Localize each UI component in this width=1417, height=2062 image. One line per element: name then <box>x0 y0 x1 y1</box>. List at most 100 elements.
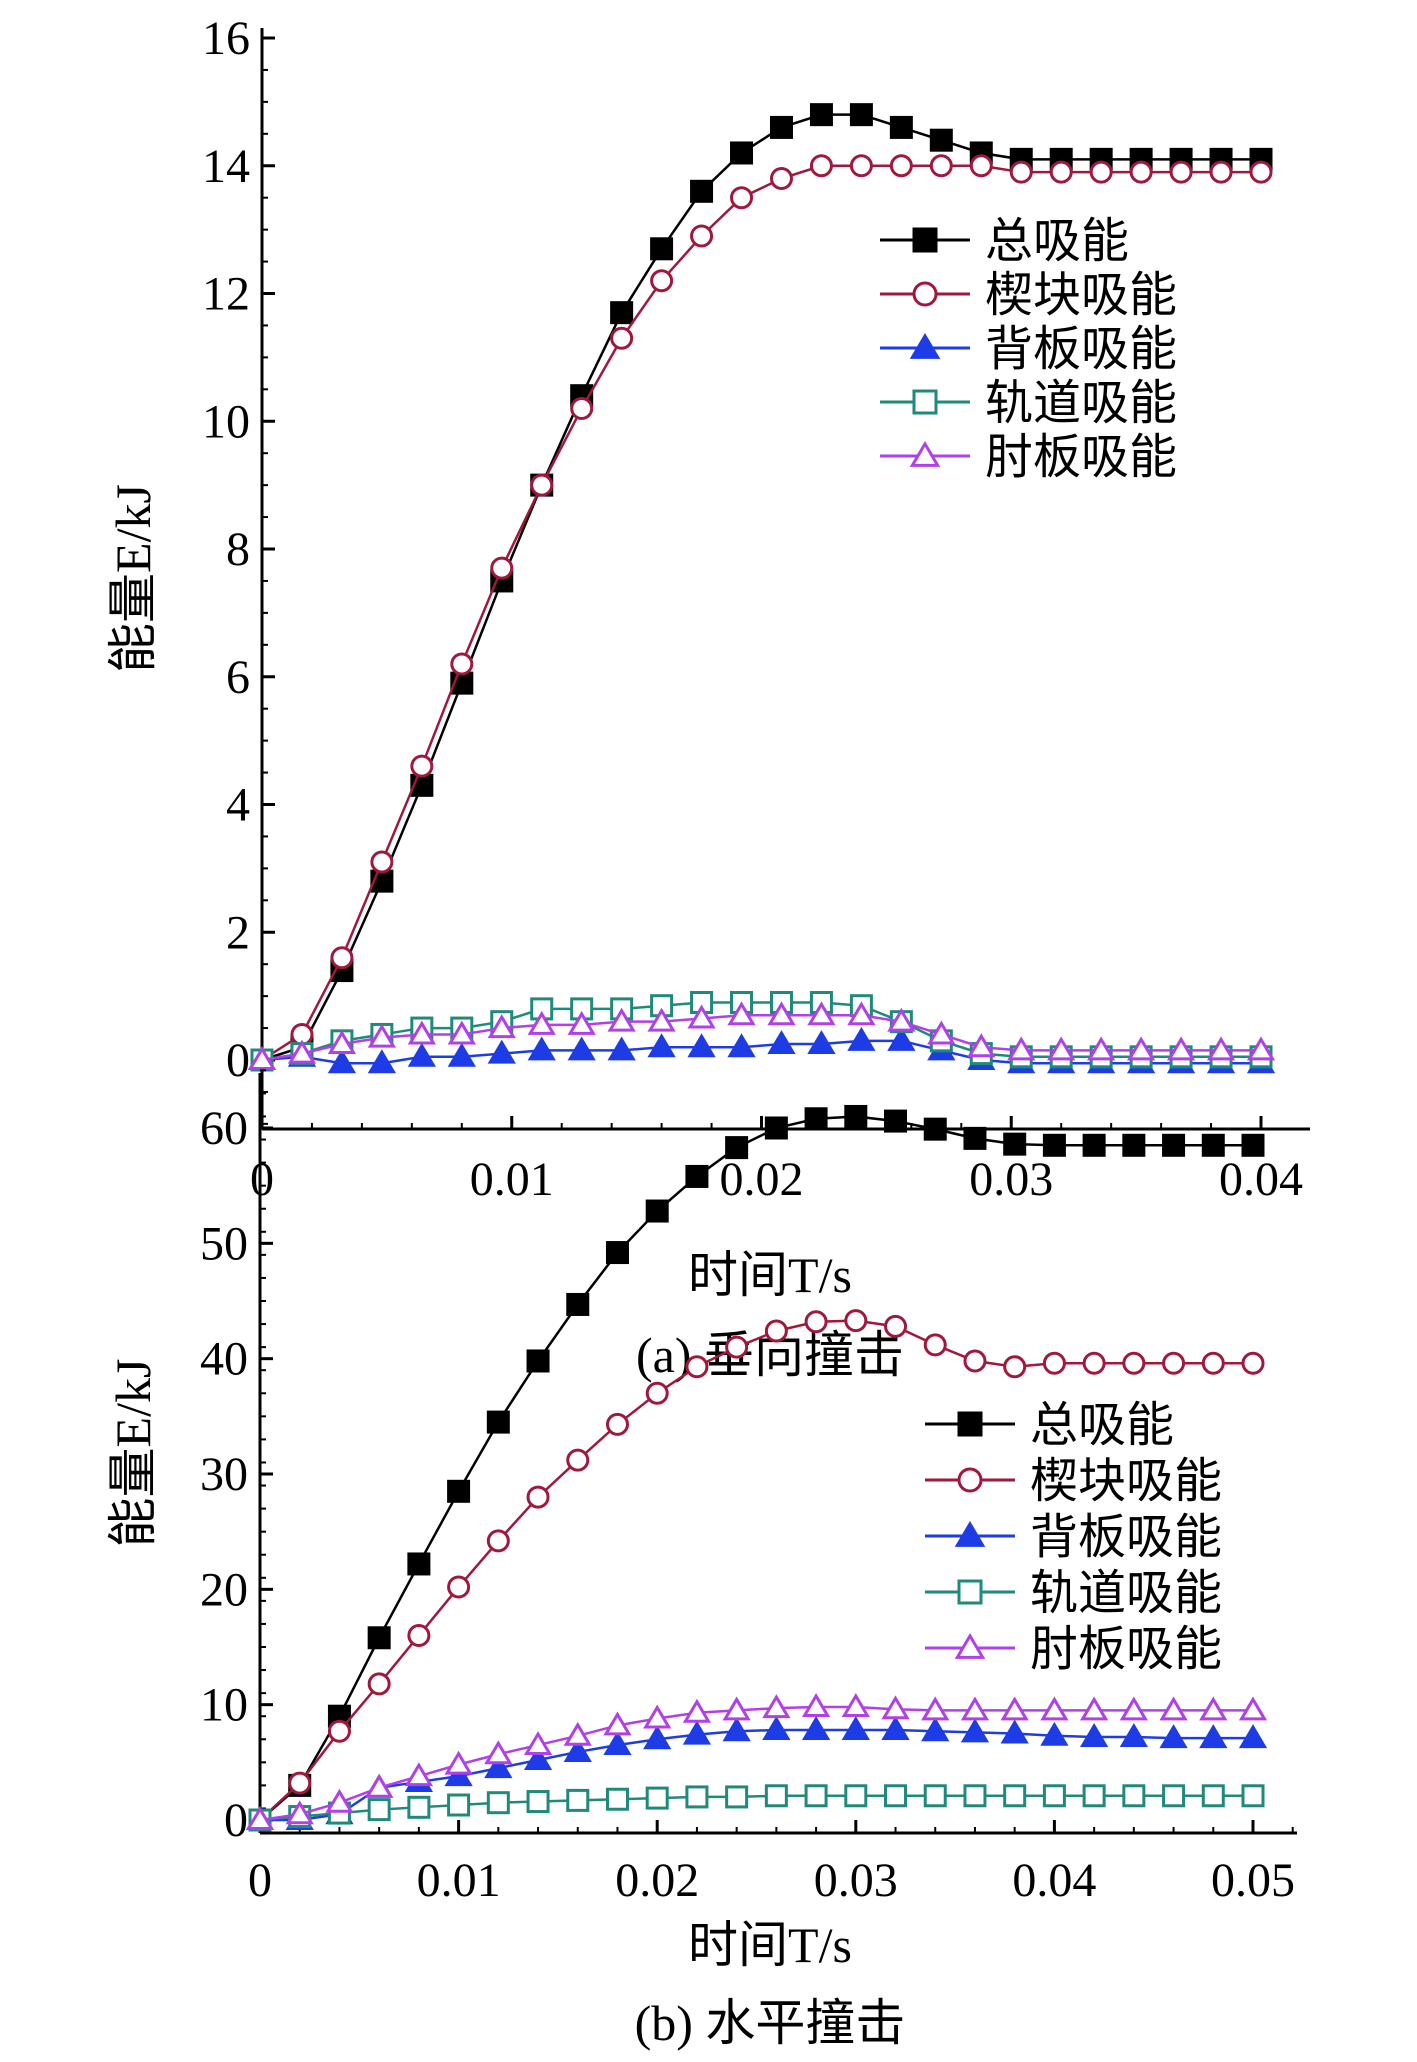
data-point <box>1082 1784 1106 1808</box>
data-point <box>407 1623 431 1647</box>
data-point <box>847 1001 876 1026</box>
data-point <box>725 1335 749 1359</box>
legend-marker <box>909 440 941 467</box>
data-point <box>607 1036 636 1061</box>
data-point <box>963 1349 987 1373</box>
y-tick-label: 16 <box>202 12 250 65</box>
data-point <box>923 1333 947 1357</box>
data-point <box>889 154 913 178</box>
data-point <box>447 1793 471 1817</box>
series-3 <box>248 1784 1265 1832</box>
data-point <box>849 103 873 127</box>
data-point <box>287 1039 317 1064</box>
data-point <box>963 1126 987 1150</box>
data-point <box>804 1107 828 1131</box>
x-tick-label: 0.01 <box>417 1854 501 1907</box>
data-point <box>247 1046 277 1070</box>
data-point <box>643 1725 672 1750</box>
data-point <box>1007 1036 1036 1061</box>
data-point <box>1159 1696 1188 1721</box>
data-point <box>804 1310 828 1334</box>
data-point <box>447 1020 476 1045</box>
data-point <box>1079 1723 1109 1747</box>
data-point <box>690 224 714 248</box>
data-point <box>889 115 913 139</box>
data-point <box>407 1020 436 1045</box>
series-2 <box>245 1716 1268 1830</box>
data-point <box>929 154 953 178</box>
data-point <box>685 1785 709 1809</box>
data-point <box>1042 1784 1066 1808</box>
data-point <box>921 1696 950 1721</box>
data-point <box>1122 1351 1146 1375</box>
x-tick-label: 0 <box>248 1854 272 1907</box>
data-point <box>486 1791 510 1815</box>
data-point <box>527 1036 556 1061</box>
legend-label: 楔块吸能 <box>1030 1455 1222 1508</box>
data-point <box>1003 1784 1027 1808</box>
x-tick-label: 0.03 <box>814 1854 898 1907</box>
data-point <box>367 1023 397 1048</box>
x-tick-label: 0.03 <box>969 1153 1053 1206</box>
data-point <box>1166 1036 1196 1061</box>
data-point <box>367 1672 391 1696</box>
y-tick-label: 20 <box>200 1563 248 1616</box>
data-point <box>285 1800 314 1825</box>
chart-caption: (b) 水平撞击 <box>635 1995 906 2051</box>
data-point <box>526 1349 550 1373</box>
data-point <box>1040 1721 1069 1746</box>
data-point <box>607 1007 636 1032</box>
data-point <box>1126 1036 1156 1061</box>
data-point <box>288 1771 312 1795</box>
data-point <box>884 1109 908 1133</box>
data-point <box>1000 1696 1029 1721</box>
data-point <box>687 1033 716 1058</box>
data-point <box>762 1694 791 1719</box>
data-point <box>610 301 634 325</box>
data-point <box>727 1033 756 1058</box>
data-point <box>647 1007 676 1032</box>
data-point <box>327 1049 357 1074</box>
data-point <box>410 754 434 778</box>
data-point <box>1089 160 1113 184</box>
data-point <box>570 396 594 420</box>
data-point <box>1199 1724 1228 1749</box>
x-tick-label: 0.04 <box>1219 1153 1303 1206</box>
data-point <box>727 1001 756 1026</box>
data-point <box>801 1716 831 1741</box>
data-point <box>407 1795 431 1819</box>
legend-marker <box>954 1520 986 1547</box>
data-point <box>764 1784 788 1808</box>
data-point <box>960 1696 990 1721</box>
data-point <box>1082 1351 1106 1375</box>
data-point <box>769 167 793 191</box>
data-point <box>484 1740 513 1765</box>
data-point <box>849 154 873 178</box>
data-point <box>1003 1132 1027 1156</box>
data-point <box>1119 1723 1148 1747</box>
data-point <box>685 1164 709 1188</box>
data-point <box>1079 1696 1109 1721</box>
data-point <box>407 1042 436 1067</box>
data-point <box>682 1698 712 1723</box>
legend-marker <box>954 1632 986 1659</box>
data-point <box>1162 1351 1186 1375</box>
data-point <box>605 1787 629 1811</box>
data-point <box>650 237 674 261</box>
y-tick-label: 30 <box>200 1448 248 1501</box>
legend-label: 总吸能 <box>1030 1399 1174 1452</box>
data-point <box>921 1717 950 1742</box>
legend-label: 肘板吸能 <box>1030 1623 1222 1676</box>
data-point <box>603 1731 632 1756</box>
data-point <box>841 1693 870 1717</box>
data-point <box>643 1704 672 1729</box>
legend-marker <box>912 281 938 307</box>
data-point <box>327 1719 351 1743</box>
data-point <box>1009 160 1033 184</box>
data-point <box>523 1746 553 1771</box>
data-point <box>923 1117 947 1141</box>
data-point <box>722 1696 751 1721</box>
x-tick-label: 0.01 <box>470 1153 554 1206</box>
data-point <box>484 1754 513 1779</box>
y-tick-label: 4 <box>226 779 250 832</box>
